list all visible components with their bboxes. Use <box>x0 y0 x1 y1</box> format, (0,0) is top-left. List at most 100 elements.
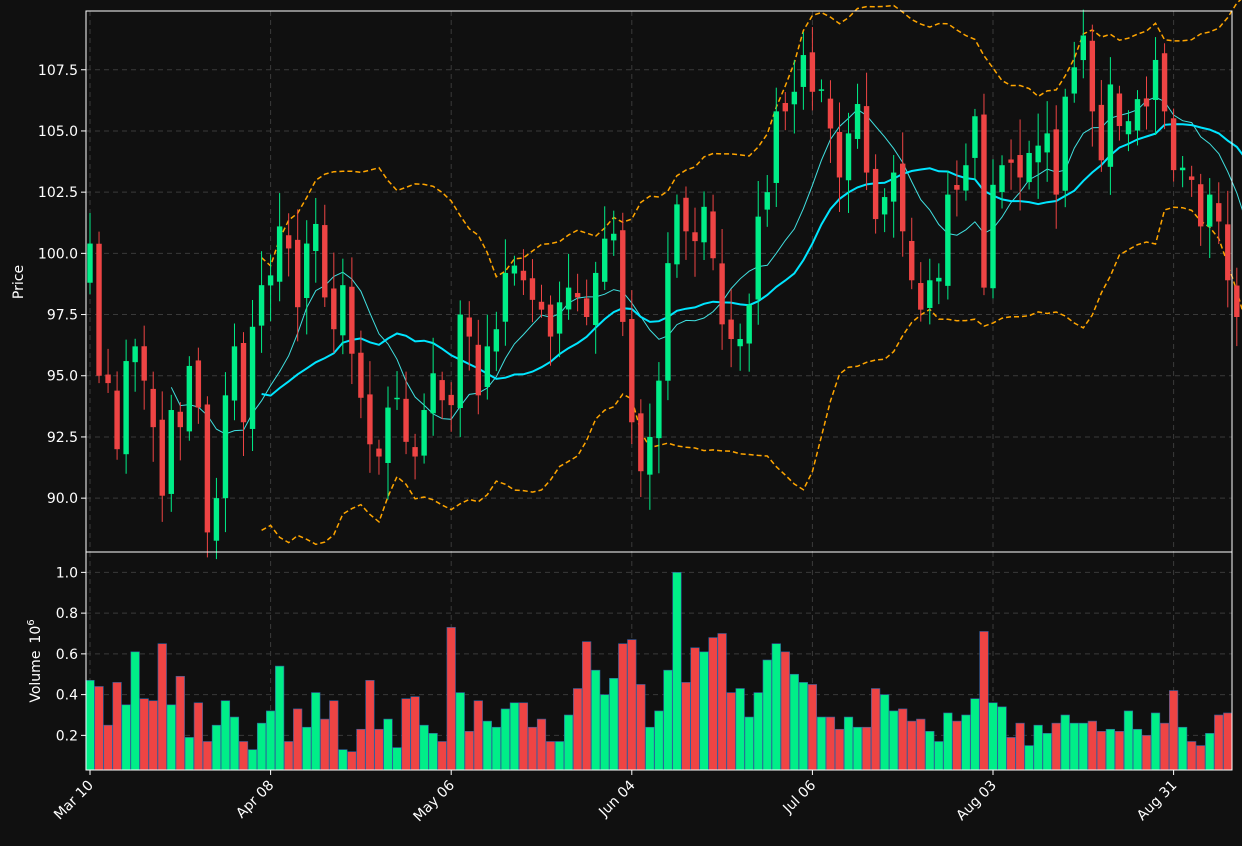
candle <box>403 371 409 455</box>
volume-bar <box>672 572 682 771</box>
volume-bar <box>825 716 836 771</box>
volume-bar <box>861 726 872 771</box>
candle-body <box>475 344 481 396</box>
volume-bar <box>527 726 538 771</box>
volume-y-axis: 0.2 0.4 0.6 0.8 1.0 <box>56 565 86 744</box>
volume-bar <box>789 673 799 771</box>
candle-body <box>909 240 915 281</box>
candle-body <box>565 287 572 310</box>
volume-bar <box>997 706 1007 771</box>
candle <box>502 239 509 346</box>
volume-bar <box>1096 730 1106 771</box>
candle <box>1161 43 1168 130</box>
candle <box>466 301 472 371</box>
volume-bar <box>1024 745 1034 771</box>
candle-body <box>195 360 202 408</box>
candle-body <box>538 301 545 310</box>
volume-bar <box>1205 733 1215 771</box>
volume-bar <box>1187 741 1197 771</box>
candle <box>1134 90 1141 146</box>
candle <box>629 290 635 445</box>
candle <box>276 193 283 302</box>
candle-body <box>240 343 247 423</box>
candle-body <box>1089 40 1096 112</box>
volume-bar <box>636 684 646 771</box>
candle-body <box>881 197 888 215</box>
candle-body <box>1234 285 1240 317</box>
volume-axis-label: Volume 106 <box>26 619 44 702</box>
price-tick-label: 107.5 <box>38 63 78 79</box>
candle-body <box>963 165 969 191</box>
candle-body <box>755 216 761 300</box>
price-tick-label: 100.0 <box>38 246 78 262</box>
volume-bar <box>663 669 673 771</box>
candle <box>909 217 915 290</box>
volume-bar <box>762 659 772 771</box>
volume-bar <box>708 637 718 771</box>
volume-tick-label: 1.0 <box>56 565 78 581</box>
volume-bar <box>988 702 998 771</box>
candle <box>87 212 93 295</box>
candle-body <box>1170 118 1177 171</box>
candle-body <box>249 326 256 429</box>
candle <box>872 154 879 234</box>
candle-body <box>358 352 364 398</box>
volume-bar <box>600 694 610 771</box>
candle-body <box>574 293 581 298</box>
candle-body <box>999 165 1005 193</box>
candle-body <box>403 398 409 442</box>
candle <box>394 371 400 410</box>
volume-axis-exponent-base: 10 <box>28 626 44 644</box>
candle <box>1188 165 1195 197</box>
volume-bar <box>392 747 402 771</box>
candle-body <box>340 285 346 336</box>
volume-bar <box>834 728 845 771</box>
candle-body <box>990 184 996 289</box>
volume-bar <box>1159 722 1170 771</box>
candle-body <box>710 211 716 259</box>
candle-body <box>1062 96 1068 191</box>
candle <box>1107 57 1114 195</box>
candle-body <box>231 346 238 401</box>
candle-body <box>728 319 734 340</box>
candle-body <box>96 243 102 376</box>
candle <box>457 300 463 438</box>
candle-body <box>827 98 834 129</box>
candle-body <box>394 397 400 400</box>
candle <box>1053 105 1059 229</box>
volume-bar <box>645 726 655 771</box>
candle <box>367 361 373 473</box>
candle <box>547 295 554 366</box>
volume-bar <box>455 692 465 771</box>
candle <box>285 213 292 277</box>
candle <box>818 79 825 103</box>
candle-body <box>854 104 861 139</box>
candle-body <box>972 116 978 158</box>
candle <box>1098 80 1105 172</box>
candle-body <box>168 410 174 494</box>
panel-frames <box>85 10 1233 771</box>
volume-bar <box>591 669 601 771</box>
candle <box>96 231 102 384</box>
candle <box>1152 37 1159 136</box>
candle-body <box>367 394 373 445</box>
volume-bar <box>798 682 808 771</box>
candle-body <box>818 89 825 91</box>
volume-bar <box>518 702 529 771</box>
candle-body <box>132 346 138 363</box>
candle <box>475 319 481 415</box>
candle <box>583 279 590 326</box>
candle <box>683 186 689 260</box>
candle <box>538 284 545 318</box>
volume-bar <box>1178 726 1188 771</box>
candle <box>827 80 834 163</box>
candle <box>647 403 653 510</box>
volume-bar <box>85 680 95 771</box>
volume-bar <box>211 724 222 771</box>
candle <box>710 194 716 271</box>
candle <box>484 314 491 400</box>
volume-bar <box>428 733 438 771</box>
candle-body <box>665 263 671 381</box>
candle <box>1035 113 1041 199</box>
candle <box>529 259 536 323</box>
